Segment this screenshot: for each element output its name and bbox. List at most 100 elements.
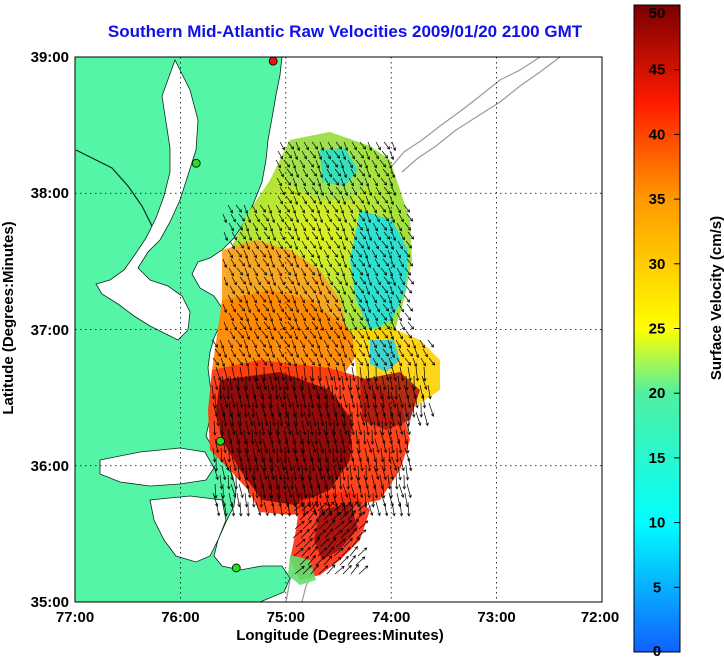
velocity-arrow (364, 465, 368, 481)
velocity-arrow (275, 339, 281, 349)
velocity-arrow (285, 150, 293, 159)
velocity-arrow (381, 330, 389, 339)
velocity-arrow (343, 456, 349, 472)
velocity-arrow (327, 186, 333, 196)
velocity-arrow (318, 565, 329, 575)
velocity-arrow (259, 294, 267, 303)
velocity-arrow (244, 267, 249, 278)
velocity-arrow (308, 177, 316, 186)
velocity-arrow (222, 348, 227, 359)
velocity-arrow (294, 258, 299, 269)
velocity-arrow (402, 474, 406, 490)
velocity-arrow (314, 429, 318, 445)
velocity-arrow (267, 384, 272, 400)
velocity-arrow (374, 483, 379, 499)
velocity-arrow (301, 240, 307, 250)
velocity-arrow (259, 204, 267, 213)
velocity-arrow (215, 411, 220, 427)
velocity-arrow (366, 438, 373, 453)
velocity-arrow (383, 141, 391, 150)
velocity-arrow (350, 438, 354, 454)
velocity-arrow (349, 465, 354, 481)
velocity-arrow (389, 195, 394, 206)
velocity-arrow (382, 348, 390, 357)
velocity-arrow (247, 231, 252, 242)
velocity-arrow (254, 258, 260, 268)
y-tick-labels: 39:00 38:00 37:00 36:00 35:00 (31, 49, 69, 611)
velocity-arrow (244, 222, 249, 233)
velocity-arrow (286, 168, 294, 177)
velocity-arrow (356, 177, 364, 186)
velocity-arrow (364, 267, 369, 278)
velocity-arrow (343, 537, 353, 548)
velocity-arrow (390, 438, 395, 454)
potomac-river (75, 149, 153, 227)
velocity-arrow (285, 330, 293, 339)
velocity-arrow (252, 312, 258, 322)
station-marker (268, 57, 278, 66)
y-tick-label: 38:00 (31, 185, 69, 202)
velocity-arrow (293, 240, 298, 251)
velocity-arrow (318, 348, 323, 359)
velocity-arrow (301, 465, 305, 481)
velocity-arrow (287, 321, 295, 330)
velocity-arrow (318, 303, 323, 314)
velocity-arrow (227, 204, 233, 214)
velocity-arrow (227, 339, 233, 349)
velocity-arrow (325, 393, 329, 409)
velocity-arrow (325, 546, 335, 557)
velocity-arrow (287, 231, 295, 240)
velocity-arrow (382, 303, 390, 312)
velocity-arrow (342, 393, 348, 409)
velocity-arrow (293, 547, 304, 557)
velocity-arrow (325, 195, 331, 205)
velocity-arrow (268, 357, 273, 368)
velocity-arrow (399, 411, 403, 427)
velocity-arrow (311, 501, 318, 516)
velocity-arrow (342, 213, 347, 224)
velocity-arrow (331, 294, 339, 303)
velocity-arrow (387, 384, 391, 400)
velocity-arrow (334, 348, 342, 357)
velocity-arrow (299, 429, 304, 445)
velocity-arrow (406, 438, 410, 454)
velocity-arrow (230, 438, 235, 454)
velocity-arrow (290, 474, 294, 490)
velocity-arrow (327, 231, 333, 241)
velocity-arrow (309, 330, 317, 339)
velocity-arrow (349, 546, 358, 557)
velocity-arrow (267, 249, 272, 260)
velocity-arrow (358, 213, 366, 222)
velocity-arrow (311, 411, 317, 427)
velocity-arrow (228, 222, 234, 232)
velocity-arrow (371, 249, 377, 259)
velocity-arrow (301, 195, 307, 205)
velocity-arrow (373, 465, 380, 480)
velocity-arrow (406, 411, 410, 427)
velocity-arrow (334, 565, 345, 575)
velocity-arrow (358, 258, 366, 267)
velocity-arrow (286, 348, 294, 357)
pamlico-sound (149, 495, 227, 563)
velocity-arrow (382, 483, 386, 499)
velocity-arrow (315, 249, 320, 260)
velocity-arrow (343, 366, 349, 382)
velocity-arrow (333, 240, 341, 249)
velocity-arrow (223, 456, 230, 471)
velocity-arrow (340, 222, 345, 233)
velocity-arrow (327, 411, 332, 427)
velocity-arrow (333, 502, 344, 512)
velocity-arrow (399, 321, 405, 331)
velocity-arrow (299, 510, 309, 521)
velocity-arrow (276, 357, 282, 367)
velocity-arrow (222, 303, 227, 314)
velocity-arrow (318, 168, 323, 179)
velocity-arrow (283, 339, 291, 348)
velocity-arrow (285, 420, 292, 435)
velocity-arrow (263, 321, 271, 330)
velocity-arrow (365, 150, 370, 161)
velocity-arrow (229, 285, 235, 295)
velocity-arrow (236, 267, 244, 276)
velocity-arrow (390, 168, 395, 179)
velocity-arrow (293, 420, 299, 436)
